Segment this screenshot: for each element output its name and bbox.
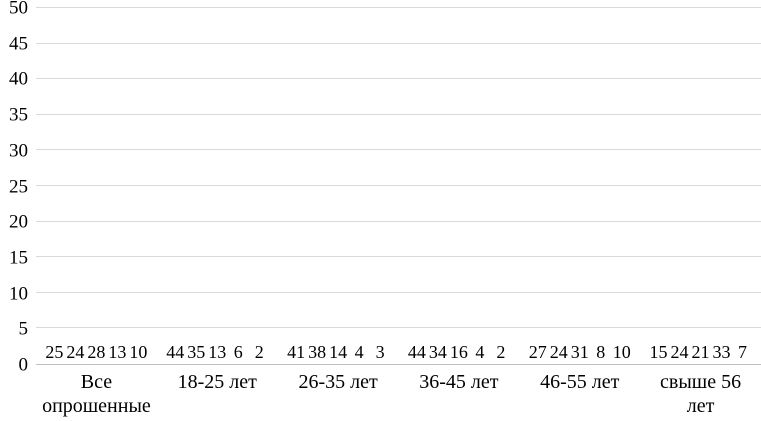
y-tick-label: 50 — [9, 0, 28, 19]
gridline — [36, 42, 761, 44]
bar-group: 44 34 16 4 2 — [398, 8, 519, 364]
y-tick-label: 10 — [9, 283, 28, 305]
bar-with-label: 8 — [592, 343, 609, 364]
y-tick-label: 15 — [9, 247, 28, 269]
bar-with-label: 2 — [251, 343, 268, 364]
data-label: 15 — [649, 342, 668, 362]
bar-with-label: 4 — [471, 343, 488, 364]
bar-with-label: 6 — [230, 343, 247, 364]
data-label: 44 — [407, 342, 426, 362]
data-label: 28 — [87, 342, 106, 362]
plot-area: 25 24 28 13 10 44 35 13 6 2 41 38 14 4 3 44 34 16 4 2 27 24 31… — [36, 7, 761, 365]
bar-with-label: 41 — [287, 342, 306, 364]
x-axis: Все опрошенные 18-25 лет 26-35 лет 36-45 лет… — [36, 370, 761, 419]
bar-with-label: 24 — [670, 342, 689, 364]
bar-group: 25 24 28 13 10 — [36, 8, 157, 364]
category-label: Все опрошенные — [42, 371, 151, 418]
bar-group: 27 24 31 8 10 — [519, 8, 640, 364]
bar-group: 44 35 13 6 2 — [157, 8, 278, 364]
y-tick-label: 25 — [9, 176, 28, 197]
data-label: 6 — [233, 342, 243, 362]
bar-with-label: 13 — [208, 342, 227, 364]
bar-group: 41 38 14 4 3 — [278, 8, 399, 364]
bar-with-label: 24 — [66, 342, 85, 364]
y-axis: 0 5 10 15 20 25 30 35 40 45 50 — [0, 0, 30, 375]
data-label: 8 — [596, 342, 606, 362]
bar-with-label: 44 — [407, 342, 426, 364]
data-label: 24 — [549, 342, 568, 362]
category-label: 36-45 лет — [419, 371, 499, 393]
data-label: 34 — [428, 342, 447, 362]
data-label: 24 — [670, 342, 689, 362]
category-label: 26-35 лет — [298, 371, 378, 393]
data-label: 7 — [738, 342, 748, 362]
data-label: 13 — [208, 342, 227, 362]
data-label: 25 — [45, 342, 64, 362]
gridline — [36, 185, 761, 186]
bar-with-label: 2 — [492, 343, 509, 364]
data-label: 44 — [166, 342, 185, 362]
gridline — [36, 7, 761, 8]
y-tick-label: 45 — [9, 33, 28, 55]
data-label: 10 — [612, 342, 631, 362]
data-label: 4 — [475, 342, 485, 362]
bar-with-label: 14 — [329, 342, 348, 364]
data-label: 21 — [691, 342, 710, 362]
bar-with-label: 31 — [570, 342, 589, 364]
data-label: 2 — [254, 342, 264, 362]
data-label: 41 — [287, 342, 306, 362]
y-tick-label: 0 — [18, 354, 29, 376]
bar-with-label: 33 — [712, 342, 731, 364]
data-label: 38 — [308, 342, 327, 362]
bar-with-label: 4 — [351, 343, 368, 364]
bar-with-label: 13 — [108, 342, 127, 364]
bar-group: 15 24 21 33 7 — [640, 8, 761, 364]
data-label: 33 — [712, 342, 731, 362]
bar-with-label: 24 — [549, 342, 568, 364]
data-label: 13 — [108, 342, 127, 362]
data-label: 35 — [187, 342, 206, 362]
y-tick-label: 30 — [9, 140, 28, 162]
bar-with-label: 3 — [372, 343, 389, 364]
bar-with-label: 16 — [449, 342, 468, 364]
gridline — [36, 327, 761, 329]
gridline — [36, 256, 761, 258]
data-label: 14 — [329, 342, 348, 362]
bar-with-label: 25 — [45, 342, 64, 364]
bar-with-label: 10 — [612, 342, 631, 364]
gridline — [36, 113, 761, 115]
bar-with-label: 7 — [734, 343, 751, 364]
gridline — [36, 291, 761, 293]
bar-with-label: 21 — [691, 342, 710, 364]
bar-groups: 25 24 28 13 10 44 35 13 6 2 41 38 14 4 3 44 34 16 4 2 27 24 31… — [36, 8, 761, 364]
data-label: 2 — [496, 342, 506, 362]
data-label: 10 — [129, 342, 148, 362]
y-tick-label: 35 — [9, 104, 28, 126]
data-label: 24 — [66, 342, 85, 362]
category-label: 46-55 лет — [540, 371, 620, 393]
y-tick-label: 5 — [18, 318, 29, 340]
bar-with-label: 34 — [428, 342, 447, 364]
data-label: 4 — [354, 342, 364, 362]
category-label: 18-25 лет — [177, 371, 257, 393]
bar-with-label: 38 — [308, 342, 327, 364]
y-tick-label: 20 — [9, 211, 28, 233]
bar-with-label: 15 — [649, 342, 668, 364]
category-label: свыше 56 лет — [660, 371, 742, 418]
data-label: 3 — [375, 342, 385, 362]
data-label: 31 — [570, 342, 589, 362]
gridline — [36, 78, 761, 80]
data-label: 16 — [449, 342, 468, 362]
bar-with-label: 35 — [187, 342, 206, 364]
data-label: 27 — [528, 342, 547, 362]
bar-with-label: 27 — [528, 342, 547, 364]
bar-with-label: 28 — [87, 342, 106, 364]
y-tick-label: 40 — [9, 68, 28, 90]
bar-with-label: 44 — [166, 342, 185, 364]
bar-with-label: 10 — [129, 342, 148, 364]
gridline — [36, 149, 761, 151]
gridline — [36, 220, 761, 222]
